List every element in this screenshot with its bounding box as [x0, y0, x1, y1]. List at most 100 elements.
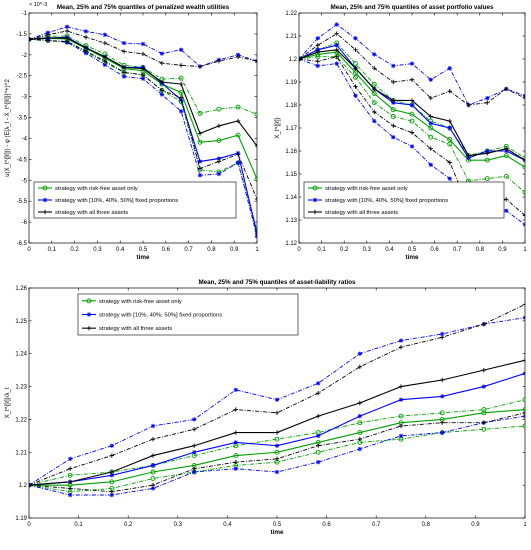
legend-label: strategy with risk-free asset only — [99, 299, 182, 305]
y-tick-label: 1.2 — [19, 483, 28, 489]
data-point — [274, 436, 280, 442]
data-point — [140, 66, 146, 71]
data-point — [334, 47, 339, 52]
data-point — [274, 397, 280, 402]
data-point — [409, 130, 415, 135]
y-tick-label: -2.5 — [17, 74, 28, 80]
data-point — [315, 459, 321, 465]
data-point — [197, 139, 203, 145]
data-point — [447, 137, 453, 142]
data-point — [150, 463, 156, 468]
series-3 — [299, 43, 525, 163]
data-point — [197, 166, 203, 171]
data-point — [29, 37, 32, 42]
data-point — [159, 60, 165, 66]
data-point — [299, 56, 302, 62]
data-point — [315, 381, 321, 386]
legend-label: strategy with all three assets — [99, 326, 172, 332]
data-point — [504, 146, 509, 151]
x-tick-label: 0.8 — [207, 247, 216, 253]
data-point — [353, 47, 358, 52]
data-point — [109, 443, 115, 448]
legend-marker — [86, 312, 92, 317]
data-point — [428, 162, 433, 167]
data-point — [315, 59, 320, 64]
data-point — [216, 123, 222, 129]
y-tick-label: -5 — [22, 178, 28, 184]
data-point — [315, 43, 320, 48]
series-8 — [29, 37, 257, 202]
data-point — [67, 472, 73, 478]
data-point — [522, 423, 525, 429]
series-7 — [299, 31, 525, 108]
y-tick-label: 1.19 — [15, 516, 27, 522]
data-point — [334, 54, 339, 59]
x-tick-label: 0.6 — [430, 247, 439, 253]
x-tick-label: 0.5 — [273, 522, 282, 528]
data-point — [372, 52, 377, 57]
data-point — [233, 387, 239, 393]
chart-title: Mean, 25% and 75% quantiles of asset-lia… — [198, 279, 356, 286]
series-7 — [29, 28, 257, 69]
x-tick-label: 0 — [27, 522, 31, 528]
data-point — [522, 371, 525, 376]
x-tick-label: 0.6 — [322, 522, 331, 528]
data-point — [409, 111, 415, 117]
data-point — [439, 410, 445, 416]
data-point — [178, 47, 184, 52]
data-point — [274, 410, 280, 416]
data-point — [197, 110, 203, 116]
data-point — [233, 407, 239, 412]
data-point — [150, 486, 156, 491]
data-point — [447, 160, 452, 165]
data-point — [235, 160, 241, 165]
data-point — [64, 39, 70, 44]
data-point — [45, 38, 51, 43]
data-point — [150, 476, 156, 482]
data-point — [235, 118, 241, 124]
y-tick-label: -5.5 — [17, 199, 28, 205]
x-tick-label: 0.4 — [385, 247, 394, 253]
x-tick-label: 1 — [523, 247, 527, 253]
data-point — [178, 95, 184, 100]
data-point — [409, 77, 415, 82]
data-point — [466, 153, 471, 158]
data-point — [398, 397, 404, 402]
data-point — [67, 486, 73, 491]
legend-label: strategy with risk-free asset only — [325, 186, 408, 192]
data-point — [334, 31, 339, 36]
data-point — [447, 141, 453, 147]
data-point — [150, 436, 156, 442]
data-point — [191, 443, 197, 448]
legend-label: strategy with [10%, 40%, 50%] fixed prop… — [55, 198, 178, 204]
data-point — [315, 47, 320, 52]
data-point — [409, 98, 415, 103]
data-point — [233, 466, 239, 471]
series-5 — [29, 413, 525, 498]
data-point — [159, 51, 165, 56]
data-point — [216, 156, 222, 161]
x-tick-label: 0.7 — [184, 247, 193, 253]
x-tick-label: 0.2 — [124, 522, 133, 528]
data-point — [197, 131, 203, 136]
series-line — [299, 42, 525, 159]
x-tick-label: 0.7 — [453, 247, 462, 253]
x-tick-label: 0.4 — [116, 247, 125, 253]
data-point — [315, 433, 321, 439]
data-point — [522, 222, 525, 227]
data-point — [522, 155, 525, 161]
data-point — [334, 61, 339, 66]
data-point — [216, 138, 222, 143]
y-tick-label: 1.23 — [15, 385, 27, 391]
x-axis-label: time — [271, 529, 284, 536]
data-point — [503, 173, 509, 179]
y-tick-label: 1.22 — [15, 417, 27, 423]
data-point — [67, 466, 73, 471]
legend-label: strategy with all three assets — [55, 210, 128, 216]
data-point — [439, 335, 445, 340]
chart-0: Mean, 25% and 75% quantiles of penalized… — [4, 2, 259, 261]
data-point — [233, 440, 239, 445]
x-axis-label: time — [406, 254, 419, 261]
x-tick-label: 1 — [255, 247, 259, 253]
data-point — [150, 423, 156, 429]
